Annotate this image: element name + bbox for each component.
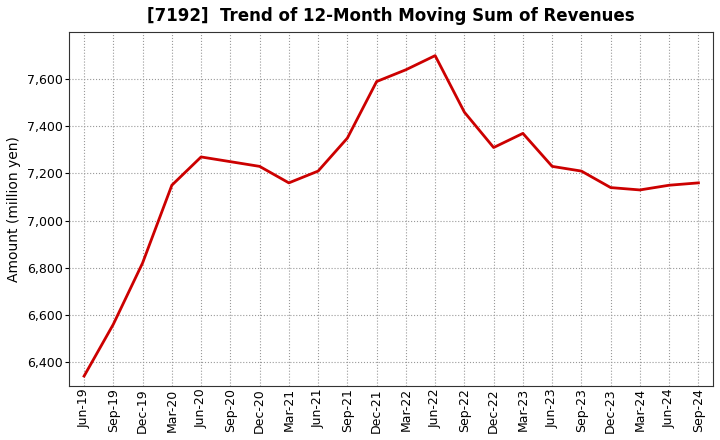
- Y-axis label: Amount (million yen): Amount (million yen): [7, 136, 21, 282]
- Title: [7192]  Trend of 12-Month Moving Sum of Revenues: [7192] Trend of 12-Month Moving Sum of R…: [148, 7, 635, 25]
